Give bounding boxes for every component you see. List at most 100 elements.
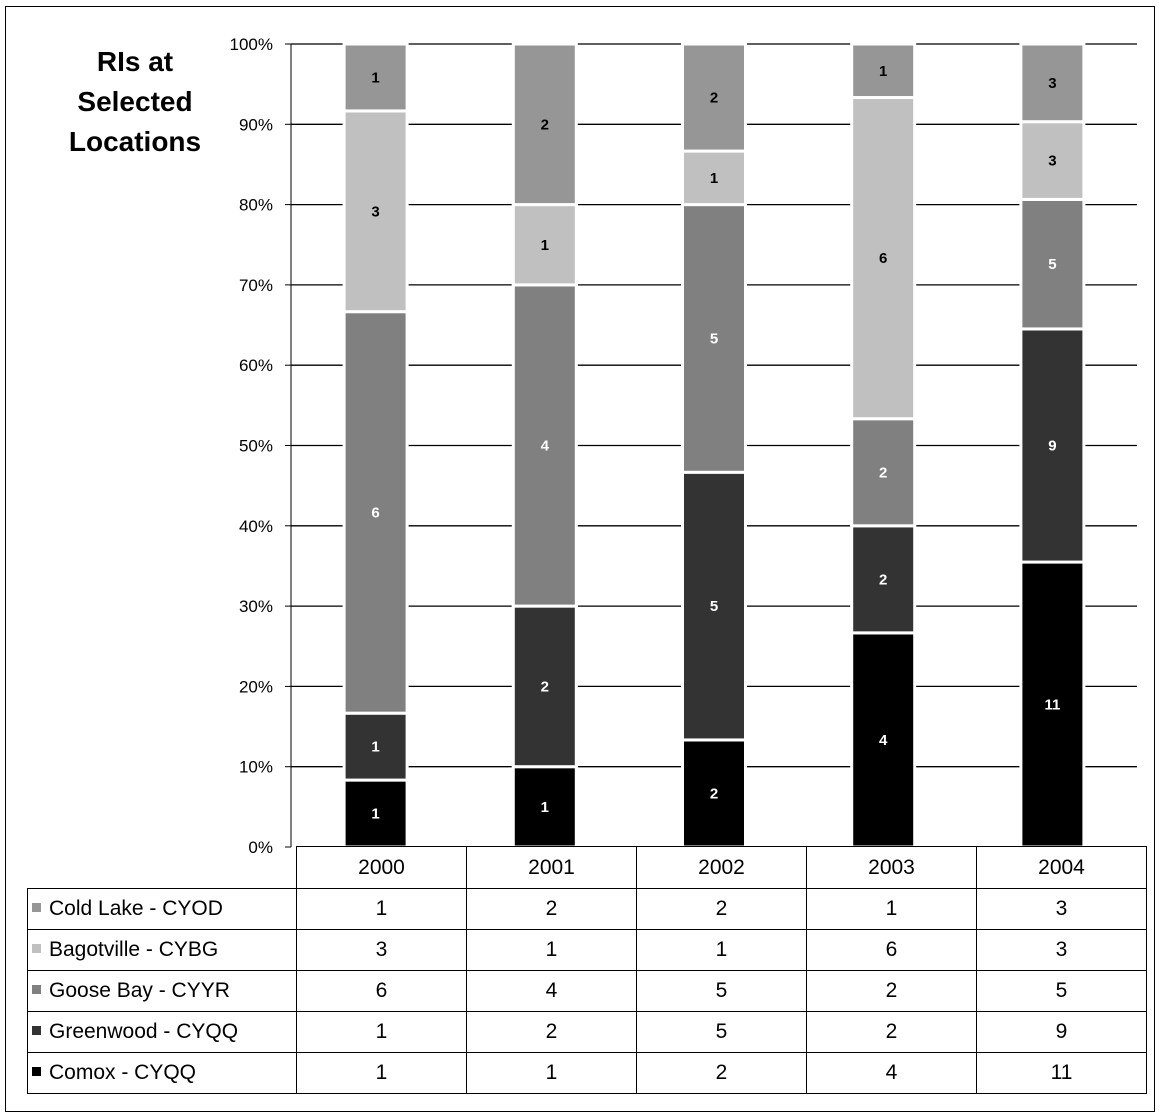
bar-segment bbox=[511, 42, 578, 207]
legend-swatch bbox=[32, 984, 41, 994]
data-label: 1 bbox=[710, 170, 718, 187]
table-cell: 1 bbox=[636, 929, 807, 971]
data-label: 2 bbox=[541, 116, 549, 133]
data-label: 5 bbox=[710, 598, 718, 615]
data-label: 11 bbox=[1044, 697, 1060, 714]
bar-segment bbox=[850, 524, 917, 635]
x-category-label: 2002 bbox=[636, 846, 807, 889]
data-label: 1 bbox=[371, 69, 379, 86]
data-label: 3 bbox=[371, 203, 379, 220]
table-cell: 2 bbox=[636, 888, 807, 930]
y-tick-label: 80% bbox=[239, 196, 273, 215]
y-tick-label: 90% bbox=[239, 115, 273, 134]
table-cell: 6 bbox=[296, 970, 467, 1012]
y-tick-label: 10% bbox=[239, 758, 273, 777]
bar-segment bbox=[681, 149, 747, 207]
table-cell: 2 bbox=[466, 888, 637, 930]
legend-entry: Goose Bay - CYYR bbox=[27, 970, 297, 1012]
y-tick-label: 20% bbox=[239, 677, 273, 696]
data-label: 4 bbox=[541, 438, 550, 455]
bar-segment bbox=[1019, 197, 1086, 331]
bar-segment bbox=[850, 417, 917, 528]
legend-entry: Comox - CYQQ bbox=[27, 1052, 297, 1094]
table-cell: 2 bbox=[636, 1052, 807, 1094]
legend-label: Bagotville - CYBG bbox=[49, 938, 219, 961]
table-cell: 1 bbox=[296, 1052, 467, 1094]
y-tick-label: 0% bbox=[248, 838, 273, 857]
table-cell: 1 bbox=[806, 888, 977, 930]
data-label: 2 bbox=[710, 785, 718, 802]
legend-label: Greenwood - CYQQ bbox=[49, 1020, 239, 1043]
table-row: Comox - CYQQ 1 1 2 4 11 bbox=[27, 1052, 1147, 1094]
data-label: 3 bbox=[1048, 75, 1056, 92]
legend-swatch bbox=[32, 902, 41, 912]
table-cell: 4 bbox=[806, 1052, 977, 1094]
y-tick-label: 50% bbox=[239, 437, 273, 456]
table-cell: 5 bbox=[976, 970, 1147, 1012]
y-tick-label: 60% bbox=[239, 356, 273, 375]
data-label: 2 bbox=[879, 464, 887, 481]
table-cell: 1 bbox=[296, 888, 467, 930]
table-corner bbox=[28, 847, 297, 889]
table-cell: 3 bbox=[976, 888, 1147, 930]
y-tick-label: 100% bbox=[230, 35, 273, 54]
data-label: 2 bbox=[710, 90, 718, 107]
legend-swatch bbox=[32, 1066, 41, 1076]
data-label: 1 bbox=[541, 237, 549, 254]
data-label: 1 bbox=[371, 806, 379, 823]
data-label: 9 bbox=[1048, 438, 1056, 455]
table-row: Greenwood - CYQQ 1 2 5 2 9 bbox=[27, 1011, 1147, 1053]
table-cell: 2 bbox=[466, 1011, 637, 1053]
table-cell: 5 bbox=[636, 970, 807, 1012]
legend-entry: Greenwood - CYQQ bbox=[27, 1011, 297, 1053]
legend-label: Cold Lake - CYOD bbox=[49, 897, 223, 920]
data-label: 5 bbox=[1048, 256, 1056, 273]
legend-label: Goose Bay - CYYR bbox=[49, 979, 230, 1002]
bar-segment bbox=[681, 42, 747, 153]
table-row: Cold Lake - CYOD 1 2 2 1 3 bbox=[27, 888, 1147, 930]
legend-swatch bbox=[32, 943, 41, 953]
data-label: 1 bbox=[541, 799, 549, 816]
table-cell: 5 bbox=[636, 1011, 807, 1053]
legend-swatch bbox=[32, 1025, 41, 1035]
x-category-label: 2001 bbox=[466, 846, 637, 889]
bar-segment bbox=[1019, 42, 1086, 124]
bar-segment bbox=[342, 109, 409, 314]
table-header-row: 2000 2001 2002 2003 2004 bbox=[28, 846, 1147, 889]
x-category-label: 2000 bbox=[296, 846, 467, 889]
data-label: 6 bbox=[879, 250, 887, 267]
table-cell: 3 bbox=[976, 929, 1147, 971]
table-cell: 1 bbox=[296, 1011, 467, 1053]
table-cell: 1 bbox=[466, 1052, 637, 1094]
bar-segment bbox=[1019, 327, 1086, 564]
y-tick-label: 40% bbox=[239, 517, 273, 536]
data-label: 1 bbox=[879, 63, 887, 80]
table-cell: 11 bbox=[976, 1052, 1147, 1094]
legend-entry: Bagotville - CYBG bbox=[27, 929, 297, 971]
legend-entry: Cold Lake - CYOD bbox=[27, 888, 297, 930]
data-table: 2000 2001 2002 2003 2004 Cold Lake - CYOD 1 2 2 1… bbox=[27, 846, 1147, 1094]
data-label: 3 bbox=[1048, 153, 1056, 170]
table-row: Bagotville - CYBG 3 1 1 6 3 bbox=[27, 929, 1147, 971]
table-cell: 2 bbox=[806, 1011, 977, 1053]
x-category-label: 2004 bbox=[976, 846, 1147, 889]
y-tick-label: 70% bbox=[239, 276, 273, 295]
data-label: 5 bbox=[710, 330, 718, 347]
table-cell: 4 bbox=[466, 970, 637, 1012]
bar-segment bbox=[850, 42, 917, 100]
bar-segment bbox=[342, 310, 409, 715]
table-cell: 2 bbox=[806, 970, 977, 1012]
legend-label: Comox - CYQQ bbox=[49, 1061, 197, 1084]
table-cell: 9 bbox=[976, 1011, 1147, 1053]
table-cell: 3 bbox=[296, 929, 467, 971]
bar-segment bbox=[681, 738, 747, 849]
data-label: 1 bbox=[371, 739, 379, 756]
bar-segment bbox=[511, 203, 578, 287]
table-cell: 1 bbox=[466, 929, 637, 971]
bar-segment bbox=[342, 42, 409, 113]
table-cell: 6 bbox=[806, 929, 977, 971]
x-category-label: 2003 bbox=[806, 846, 977, 889]
data-label: 6 bbox=[371, 504, 379, 521]
data-label: 2 bbox=[541, 678, 549, 695]
